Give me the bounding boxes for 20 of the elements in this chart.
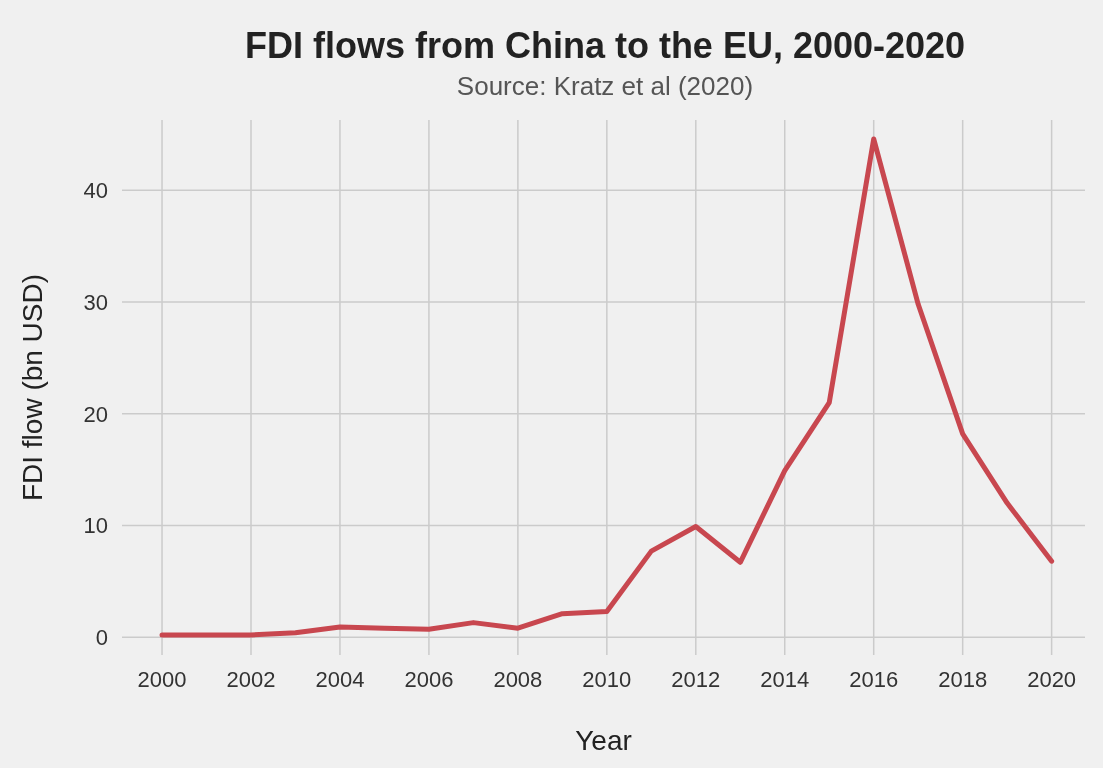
y-tick-label: 40 [83, 178, 108, 204]
y-tick-label: 20 [83, 401, 108, 427]
x-axis-title: Year [575, 725, 632, 756]
x-tick-label: 2012 [671, 667, 721, 692]
chart-title: FDI flows from China to the EU, 2000-2020 [244, 25, 966, 66]
x-tick-label: 2010 [582, 667, 632, 692]
x-tick-label: 2016 [849, 667, 899, 692]
x-tick-label: 2014 [760, 667, 810, 692]
y-tick-label: 10 [83, 513, 108, 539]
x-tick-label: 2002 [226, 667, 276, 692]
chart-subtitle: Source: Kratz et al (2020) [456, 71, 754, 101]
x-tick-label: 2020 [1027, 667, 1077, 692]
y-tick-label: 0 [95, 625, 108, 651]
x-tick-label: 2004 [315, 667, 365, 692]
y-tick-label: 30 [83, 290, 108, 316]
x-tick-label: 2006 [404, 667, 454, 692]
x-tick-label: 2000 [137, 667, 187, 692]
x-tick-label: 2008 [493, 667, 543, 692]
y-axis-title: FDI flow (bn USD) [17, 273, 48, 502]
x-tick-label: 2018 [938, 667, 988, 692]
